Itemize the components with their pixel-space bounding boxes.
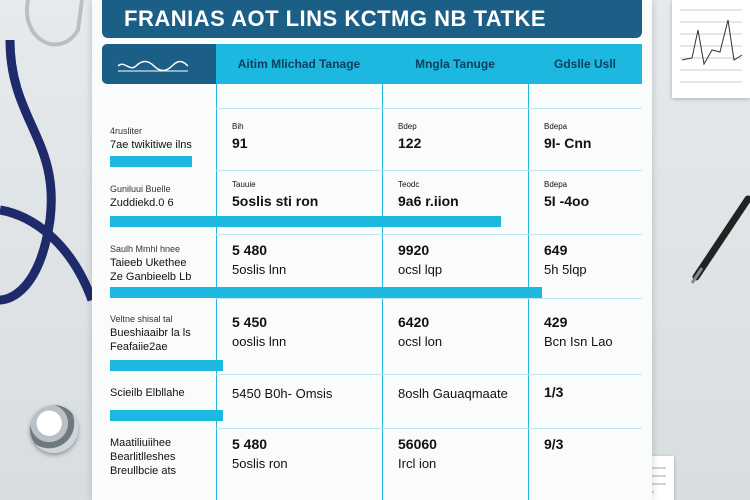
cell-value: 5oslis sti ron	[232, 193, 319, 209]
cell-label: Bdep	[398, 122, 417, 131]
cell-sub: 5oslis lnn	[232, 262, 287, 277]
table-header-row: Aitim Mlichad Tanage Mngla Tanuge Gdslle…	[102, 44, 642, 84]
row-label-line: Maatiliuiihee	[110, 437, 172, 449]
row-divider	[216, 298, 642, 299]
header-left-block	[102, 44, 216, 84]
row-label-top: Guniluui Buelle	[110, 184, 171, 194]
cell-sub: 8oslh Gauaqmaate	[398, 386, 508, 401]
cell-sub: Ircl ion	[398, 456, 437, 471]
row-label: 4rusliter 7ae twikitiwe ilns	[110, 124, 192, 152]
cell-value: 91	[232, 135, 248, 151]
row-label-line: Taieeb Ukethee	[110, 257, 187, 269]
table-cell: Bdepa 5I -4oo	[544, 180, 589, 209]
table-cell: 6420 ocsl lon	[398, 314, 442, 349]
document-title: FRANIAS AOT LINS KCTMG NB TATKE	[102, 0, 642, 38]
pen-icon	[690, 195, 750, 284]
progress-bar	[110, 156, 193, 167]
cell-value: 5 450	[232, 314, 268, 330]
row-divider	[216, 428, 642, 429]
row-divider	[216, 170, 642, 171]
row-label: Scieilb Elbllahe	[110, 386, 185, 400]
stethoscope-icon	[0, 0, 97, 305]
cell-sub: ooslis lnn	[232, 334, 287, 349]
table-cell: Tauuie 5oslis sti ron	[232, 180, 318, 209]
column-header-2: Mngla Tanuge	[415, 57, 495, 71]
row-label-line: Breullbcie ats	[110, 465, 177, 477]
progress-bar	[110, 410, 224, 421]
table-cell: Bdep 122	[398, 122, 421, 151]
cell-value: 649	[544, 242, 568, 258]
row-divider	[216, 108, 642, 109]
row-label-line: Zuddiekd.0 6	[110, 197, 174, 209]
cell-value: 9920	[398, 242, 430, 258]
row-label-line: Ze Ganbieelb Lb	[110, 271, 192, 283]
cell-value: 9a6 r.iion	[398, 193, 459, 209]
row-label: Guniluui Buelle Zuddiekd.0 6	[110, 182, 174, 210]
cell-label: Bdepa	[544, 180, 568, 189]
column-header-3: Gdslle Usll	[553, 57, 617, 71]
header-right-block: Aitim Mlichad Tanage Mngla Tanuge Gdslle…	[216, 44, 642, 84]
table-cell: Teodc 9a6 r.iion	[398, 180, 459, 209]
stethoscope-chestpiece-icon	[30, 405, 78, 453]
row-label-line: 7ae twikitiwe ilns	[110, 139, 192, 151]
table-cell: Bdepa 9I- Cnn	[544, 122, 591, 151]
table-cell: 8oslh Gauaqmaate	[398, 386, 508, 401]
cell-label: Tauuie	[232, 180, 256, 189]
table-cell: 1/3	[544, 384, 563, 400]
wave-icon	[118, 60, 188, 72]
table-cell: 5 450 ooslis lnn	[232, 314, 286, 349]
table-cell: 649 5h 5lqp	[544, 242, 587, 277]
row-label-top: 4rusliter	[110, 126, 143, 136]
progress-bar	[110, 287, 542, 298]
cell-value: 122	[398, 135, 422, 151]
cell-sub: 5450 B0h- Omsis	[232, 386, 333, 401]
cell-value: 1/3	[544, 384, 564, 400]
cell-value: 5I -4oo	[544, 193, 590, 209]
cell-value: 5 480	[232, 242, 268, 258]
table-cell: 9/3	[544, 436, 563, 452]
table-cell: 9920 ocsl lqp	[398, 242, 442, 277]
row-label-top: Saulh Mmhl hnee	[110, 244, 181, 254]
row-label-line: Bearlitlleshes	[110, 451, 176, 463]
cell-value: 9/3	[544, 436, 564, 452]
cell-sub: Bcn Isn Lao	[544, 334, 613, 349]
cell-value: 56060	[398, 436, 437, 452]
row-label: Maatiliuiihee Bearlitlleshes Breullbcie …	[110, 436, 176, 478]
cell-sub: ocsl lqp	[398, 262, 443, 277]
column-header-1: Aitim Mlichad Tanage	[237, 57, 361, 71]
row-label: Saulh Mmhl hnee Taieeb Ukethee Ze Ganbie…	[110, 242, 191, 284]
cell-label: Teodc	[398, 180, 420, 189]
row-divider	[216, 234, 642, 235]
row-divider	[216, 374, 642, 375]
cell-sub: 5oslis ron	[232, 456, 288, 471]
table-cell: 5 480 5oslis ron	[232, 436, 288, 471]
row-label-line: Bueshiaaibr la ls	[110, 327, 191, 339]
table-cell: 56060 Ircl ion	[398, 436, 437, 471]
cell-value: 6420	[398, 314, 430, 330]
row-label: Veltne shisal tal Bueshiaaibr la ls Feaf…	[110, 312, 191, 354]
table-cell: 429 Bcn Isn Lao	[544, 314, 613, 349]
progress-bar	[110, 216, 501, 227]
progress-bar	[110, 360, 224, 371]
side-paper-chart-icon	[672, 0, 750, 98]
table-cell: Bih 91	[232, 122, 248, 151]
row-label-line: Feafaiie2ae	[110, 341, 168, 353]
table-cell: 5450 B0h- Omsis	[232, 386, 332, 401]
cell-label: Bdepa	[544, 122, 568, 131]
row-label-line: Scieilb Elbllahe	[110, 387, 185, 399]
table-cell: 5 480 5oslis lnn	[232, 242, 286, 277]
cell-value: 5 480	[232, 436, 268, 452]
document-sheet: FRANIAS AOT LINS KCTMG NB TATKE Aitim Ml…	[92, 0, 652, 500]
cell-sub: ocsl lon	[398, 334, 443, 349]
cell-value: 9I- Cnn	[544, 135, 592, 151]
cell-sub: 5h 5lqp	[544, 262, 587, 277]
cell-label: Bih	[232, 122, 244, 131]
cell-value: 429	[544, 314, 568, 330]
row-label-top: Veltne shisal tal	[110, 314, 173, 324]
